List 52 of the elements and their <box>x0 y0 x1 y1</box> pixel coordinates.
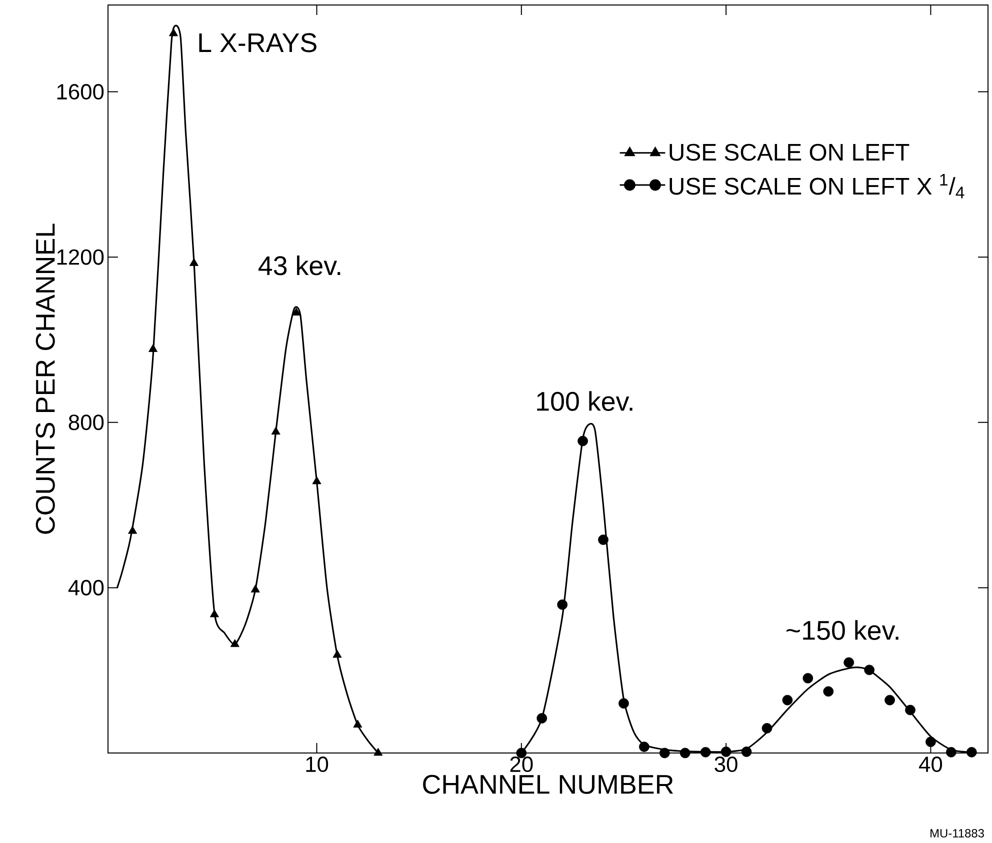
y-tick-label: 1200 <box>57 249 104 265</box>
annotation: 43 kev. <box>258 255 340 276</box>
point <box>353 720 362 728</box>
point <box>762 723 772 734</box>
point <box>741 746 752 757</box>
point <box>782 694 793 706</box>
x-tick-label: 40 <box>919 756 942 772</box>
point <box>905 704 916 716</box>
point <box>598 534 608 545</box>
point <box>700 746 711 758</box>
point <box>946 746 956 758</box>
point <box>926 736 936 748</box>
point <box>720 746 732 757</box>
point <box>148 344 158 352</box>
point <box>659 748 670 758</box>
point <box>884 694 895 706</box>
annotation: L X-RAYS <box>199 33 316 52</box>
y-tick-label: 400 <box>68 580 104 596</box>
point <box>250 584 260 592</box>
y-tick-label: 1600 <box>57 84 104 100</box>
point <box>312 476 322 484</box>
x-tick-label: 20 <box>510 756 533 772</box>
point <box>230 639 240 647</box>
point <box>128 526 138 534</box>
point <box>292 308 301 316</box>
point <box>536 713 548 724</box>
point <box>332 650 342 658</box>
point <box>557 599 568 610</box>
point <box>966 746 977 758</box>
point <box>374 748 383 756</box>
point <box>618 698 629 709</box>
point <box>210 609 219 618</box>
point <box>639 742 650 752</box>
legend-label: USE SCALE ON LEFT X $^{1}$/$_{4}$ <box>670 174 964 198</box>
x-tick-label: 10 <box>306 756 328 772</box>
y-axis-title: COUNTS PER CHANNEL <box>36 224 55 534</box>
point <box>844 657 854 668</box>
text: MU-11883 <box>930 829 984 838</box>
x-axis-title: CHANNEL NUMBER <box>423 774 674 794</box>
annotation: ~150 kev. <box>786 620 898 640</box>
point <box>578 436 588 446</box>
point <box>168 28 178 36</box>
point <box>189 258 198 266</box>
legend-label: USE SCALE ON LEFT <box>670 144 910 161</box>
point <box>271 426 280 435</box>
point <box>802 673 814 684</box>
point <box>864 664 874 676</box>
point <box>823 686 834 697</box>
x-tick-label: 30 <box>714 756 738 772</box>
y-tick-label: 800 <box>68 414 104 430</box>
point <box>680 748 690 758</box>
annotation: 100 kev. <box>537 391 632 411</box>
